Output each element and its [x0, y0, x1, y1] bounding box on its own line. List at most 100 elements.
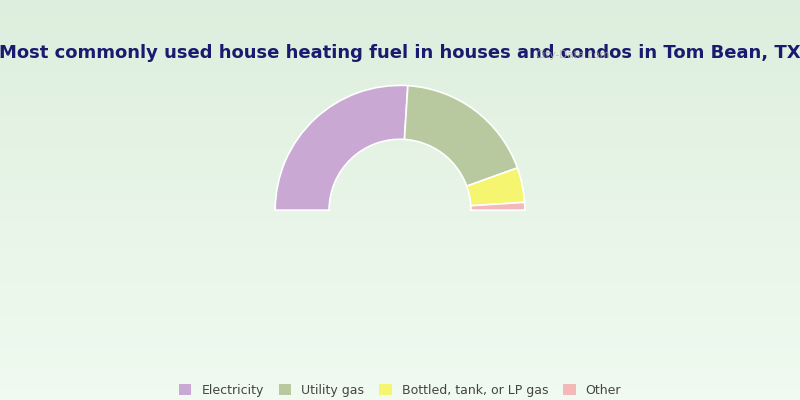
- Bar: [0, 197, 800, 199]
- Bar: [0, 273, 800, 275]
- Bar: [0, 161, 800, 163]
- Bar: [0, 359, 800, 360]
- Bar: [0, 228, 800, 229]
- Bar: [0, 67, 800, 68]
- Bar: [0, 3, 800, 4]
- Bar: [0, 243, 800, 244]
- Bar: [0, 352, 800, 353]
- Bar: [0, 244, 800, 245]
- Bar: [0, 207, 800, 208]
- Bar: [0, 65, 800, 67]
- Bar: [0, 107, 800, 108]
- Bar: [0, 56, 800, 57]
- Bar: [0, 33, 800, 35]
- Bar: [0, 320, 800, 321]
- Bar: [0, 124, 800, 125]
- Bar: [0, 99, 800, 100]
- Bar: [0, 129, 800, 131]
- Bar: [0, 119, 800, 120]
- Bar: [0, 281, 800, 283]
- Wedge shape: [470, 202, 525, 210]
- Bar: [0, 140, 800, 141]
- Bar: [0, 297, 800, 299]
- Bar: [0, 164, 800, 165]
- Bar: [0, 92, 800, 93]
- Bar: [0, 360, 800, 361]
- Bar: [0, 351, 800, 352]
- Bar: [0, 188, 800, 189]
- Bar: [0, 332, 800, 333]
- Bar: [0, 229, 800, 231]
- Bar: [0, 300, 800, 301]
- Bar: [0, 143, 800, 144]
- Bar: [0, 64, 800, 65]
- Bar: [0, 137, 800, 139]
- Bar: [0, 227, 800, 228]
- Bar: [0, 15, 800, 16]
- Bar: [0, 341, 800, 343]
- Bar: [0, 105, 800, 107]
- Bar: [0, 259, 800, 260]
- Bar: [0, 263, 800, 264]
- Bar: [0, 45, 800, 47]
- Bar: [0, 304, 800, 305]
- Bar: [0, 317, 800, 319]
- Bar: [0, 361, 800, 363]
- Bar: [0, 75, 800, 76]
- Bar: [0, 36, 800, 37]
- Bar: [0, 251, 800, 252]
- Bar: [0, 91, 800, 92]
- Bar: [0, 127, 800, 128]
- Bar: [0, 32, 800, 33]
- Bar: [0, 303, 800, 304]
- Bar: [0, 369, 800, 371]
- Bar: [0, 328, 800, 329]
- Bar: [0, 301, 800, 303]
- Bar: [0, 284, 800, 285]
- Bar: [0, 40, 800, 41]
- Bar: [0, 44, 800, 45]
- Bar: [0, 283, 800, 284]
- Bar: [0, 24, 800, 25]
- Bar: [0, 29, 800, 31]
- Bar: [0, 323, 800, 324]
- Bar: [0, 329, 800, 331]
- Bar: [0, 144, 800, 145]
- Bar: [0, 145, 800, 147]
- Bar: [0, 396, 800, 397]
- Bar: [0, 139, 800, 140]
- Bar: [0, 151, 800, 152]
- Bar: [0, 231, 800, 232]
- Bar: [0, 220, 800, 221]
- Bar: [0, 336, 800, 337]
- Bar: [0, 305, 800, 307]
- Bar: [0, 219, 800, 220]
- Bar: [0, 52, 800, 53]
- Bar: [0, 385, 800, 387]
- Bar: [0, 117, 800, 119]
- Bar: [0, 356, 800, 357]
- Bar: [0, 27, 800, 28]
- Bar: [0, 89, 800, 91]
- Bar: [0, 340, 800, 341]
- Bar: [0, 264, 800, 265]
- Bar: [0, 347, 800, 348]
- Bar: [0, 131, 800, 132]
- Bar: [0, 113, 800, 115]
- Bar: [0, 248, 800, 249]
- Bar: [0, 115, 800, 116]
- Bar: [0, 288, 800, 289]
- Bar: [0, 221, 800, 223]
- Bar: [0, 349, 800, 351]
- Bar: [0, 100, 800, 101]
- Bar: [0, 247, 800, 248]
- Bar: [0, 19, 800, 20]
- Bar: [0, 11, 800, 12]
- Bar: [0, 104, 800, 105]
- Bar: [0, 253, 800, 255]
- Bar: [0, 252, 800, 253]
- Bar: [0, 80, 800, 81]
- Bar: [0, 339, 800, 340]
- Bar: [0, 249, 800, 251]
- Bar: [0, 165, 800, 167]
